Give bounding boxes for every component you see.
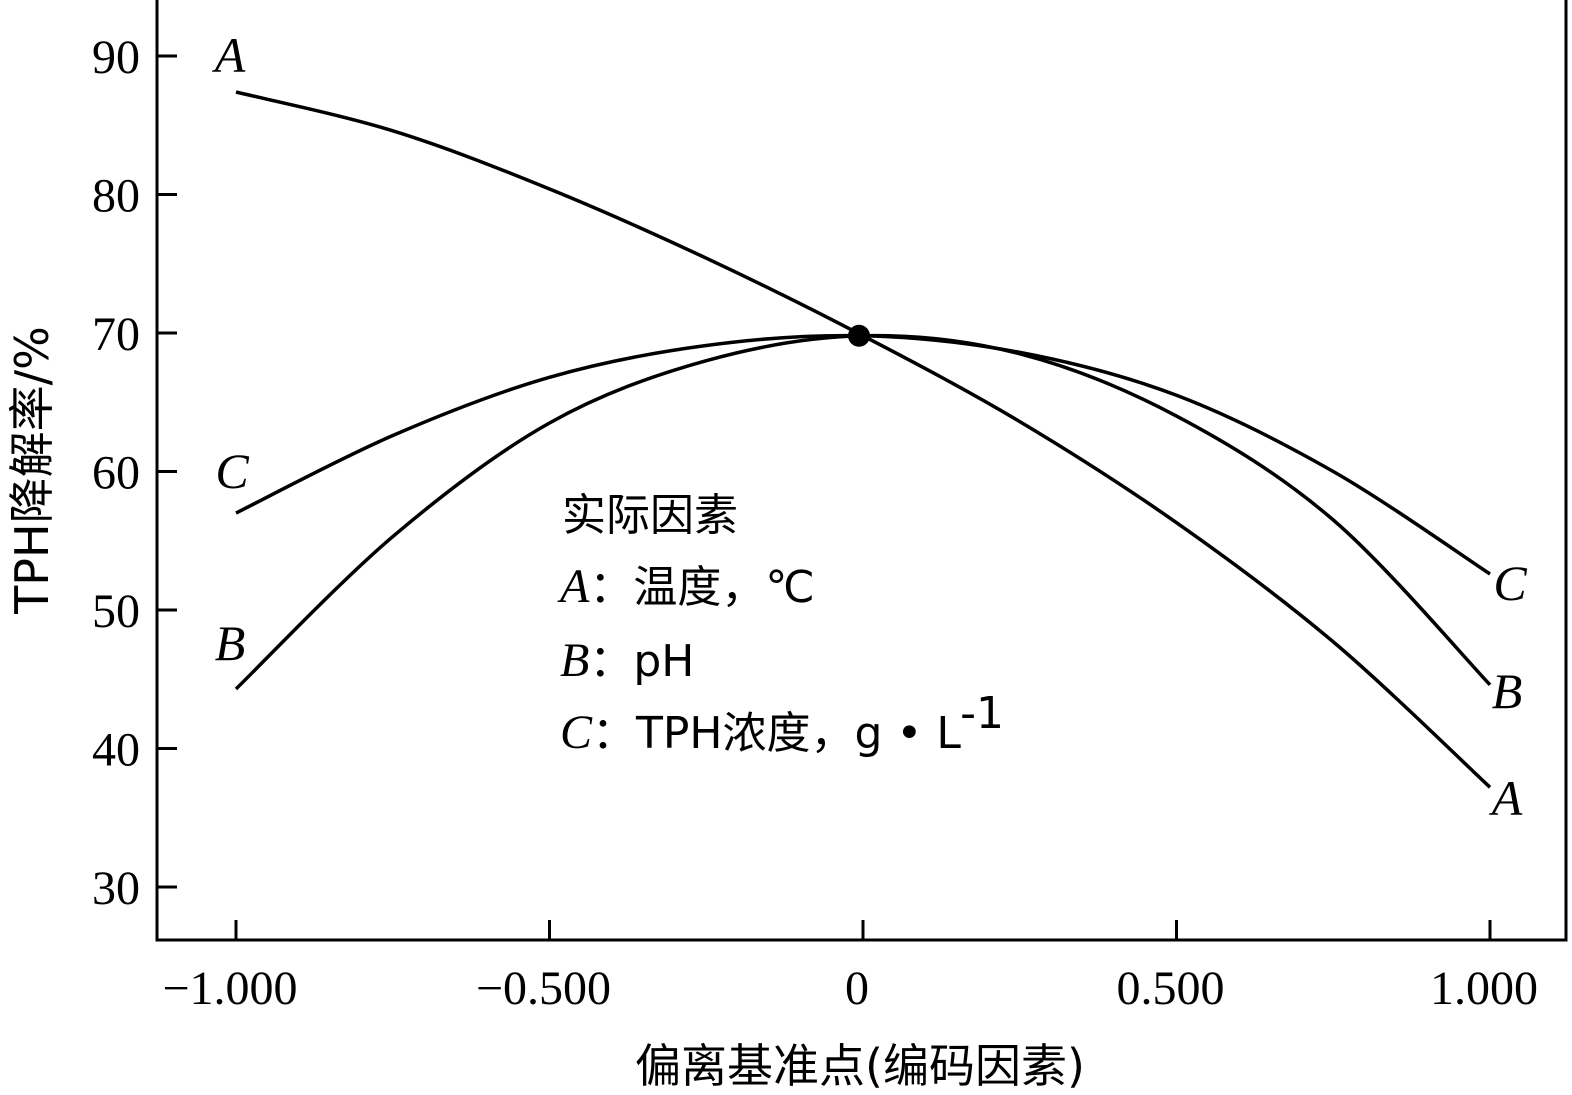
y-tick-label: 30 bbox=[92, 862, 140, 915]
curve-label-a-right: A bbox=[1489, 770, 1523, 826]
legend-entry-a: A：温度，℃ bbox=[557, 560, 815, 613]
x-axis-title: 偏离基准点(编码因素) bbox=[635, 1039, 1085, 1093]
legend-key-b: B bbox=[560, 634, 589, 687]
y-tick-label: 50 bbox=[92, 585, 140, 638]
series-line-a bbox=[235, 90, 1492, 789]
x-tick-label: −1.000 bbox=[162, 962, 297, 1015]
legend-superscript: -1 bbox=[960, 688, 1004, 739]
curve-label-c-right: C bbox=[1493, 555, 1527, 611]
series-line-b bbox=[234, 333, 1492, 691]
legend: 实际因素 A：温度，℃ B：pH C：TPH浓度，g • L-1 bbox=[557, 490, 1004, 759]
y-tick-label: 70 bbox=[92, 308, 140, 361]
legend-text-c: ：TPH浓度，g • L bbox=[592, 708, 961, 759]
x-tick-label: 0.500 bbox=[1117, 962, 1225, 1015]
curve-label-b-right: B bbox=[1492, 663, 1523, 719]
legend-key-c: C bbox=[560, 706, 593, 759]
x-tick-label: 1.000 bbox=[1430, 962, 1538, 1015]
legend-title: 实际因素 bbox=[562, 490, 738, 541]
y-tick-label: 40 bbox=[92, 724, 140, 777]
curve-label-b-left: B bbox=[215, 615, 246, 671]
x-tick-label: 0 bbox=[845, 962, 869, 1015]
axis-ticks: 30 40 50 60 70 80 90 −1.000 −0.500 0 0.500 1.000 bbox=[92, 31, 1538, 1015]
y-tick-label: 90 bbox=[92, 31, 140, 84]
legend-text-a: ：温度，℃ bbox=[589, 562, 814, 613]
legend-entry-b: B：pH bbox=[560, 634, 694, 687]
y-axis-title: TPH降解率/% bbox=[5, 326, 59, 615]
y-tick-label: 80 bbox=[92, 170, 140, 223]
legend-entry-c: C：TPH浓度，g • L-1 bbox=[560, 688, 1004, 759]
series-line-c bbox=[235, 333, 1491, 576]
plot-border bbox=[155, 0, 1568, 942]
legend-key-a: A bbox=[557, 560, 590, 613]
x-tick-label: −0.500 bbox=[476, 962, 611, 1015]
curve-label-c-left: C bbox=[215, 443, 249, 499]
series-lines bbox=[234, 90, 1492, 789]
y-tick-label: 60 bbox=[92, 447, 140, 500]
legend-text-b: ：pH bbox=[589, 636, 694, 687]
center-point bbox=[848, 324, 870, 347]
plot-frame bbox=[155, 0, 1568, 942]
curve-label-a-left: A bbox=[212, 27, 246, 83]
